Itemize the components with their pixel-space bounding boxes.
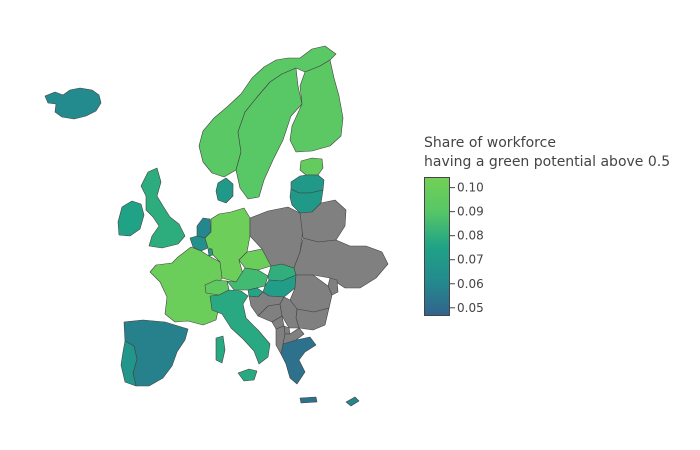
colorbar-tick-label: 0.10 — [457, 181, 484, 195]
country-shapes — [44, 45, 389, 407]
country-belarus[interactable] — [299, 199, 347, 243]
country-united-kingdom[interactable] — [140, 167, 186, 249]
colorbar-ticks: 0.10 0.09 0.08 0.07 0.06 0.05 — [450, 181, 484, 315]
country-romania[interactable] — [289, 274, 333, 313]
country-estonia[interactable] — [299, 157, 324, 176]
country-italy-sardinia[interactable] — [215, 335, 226, 364]
colorbar-tick-label: 0.07 — [457, 253, 484, 267]
country-greece[interactable] — [280, 336, 317, 385]
country-moldova[interactable] — [327, 277, 339, 296]
country-finland[interactable] — [289, 59, 344, 153]
country-italy[interactable] — [209, 289, 271, 365]
colorbar-tick-label: 0.09 — [457, 205, 484, 219]
colorbar-tick-label: 0.08 — [457, 229, 484, 243]
colorbar-gradient — [424, 177, 450, 316]
legend-title-line1: Share of workforce — [424, 135, 556, 151]
colorbar: 0.10 0.09 0.08 0.07 0.06 0.05 — [424, 177, 484, 316]
country-latvia[interactable] — [290, 174, 325, 194]
legend-title: Share of workforce having a green potent… — [424, 134, 670, 172]
country-ireland[interactable] — [117, 200, 145, 237]
country-north-macedonia[interactable] — [282, 327, 305, 345]
country-portugal[interactable] — [120, 340, 138, 387]
country-denmark[interactable] — [215, 177, 234, 204]
legend-title-line2: having a green potential above 0.5 — [424, 154, 671, 170]
colorbar-tick-label: 0.06 — [457, 277, 484, 291]
country-sweden[interactable] — [235, 67, 303, 200]
country-italy-sicily[interactable] — [237, 368, 258, 382]
colorbar-tick-label: 0.05 — [457, 301, 484, 315]
country-greece-crete[interactable] — [299, 396, 318, 404]
country-iceland[interactable] — [44, 87, 102, 120]
country-cyprus[interactable] — [345, 396, 360, 407]
country-serbia[interactable] — [279, 296, 300, 329]
